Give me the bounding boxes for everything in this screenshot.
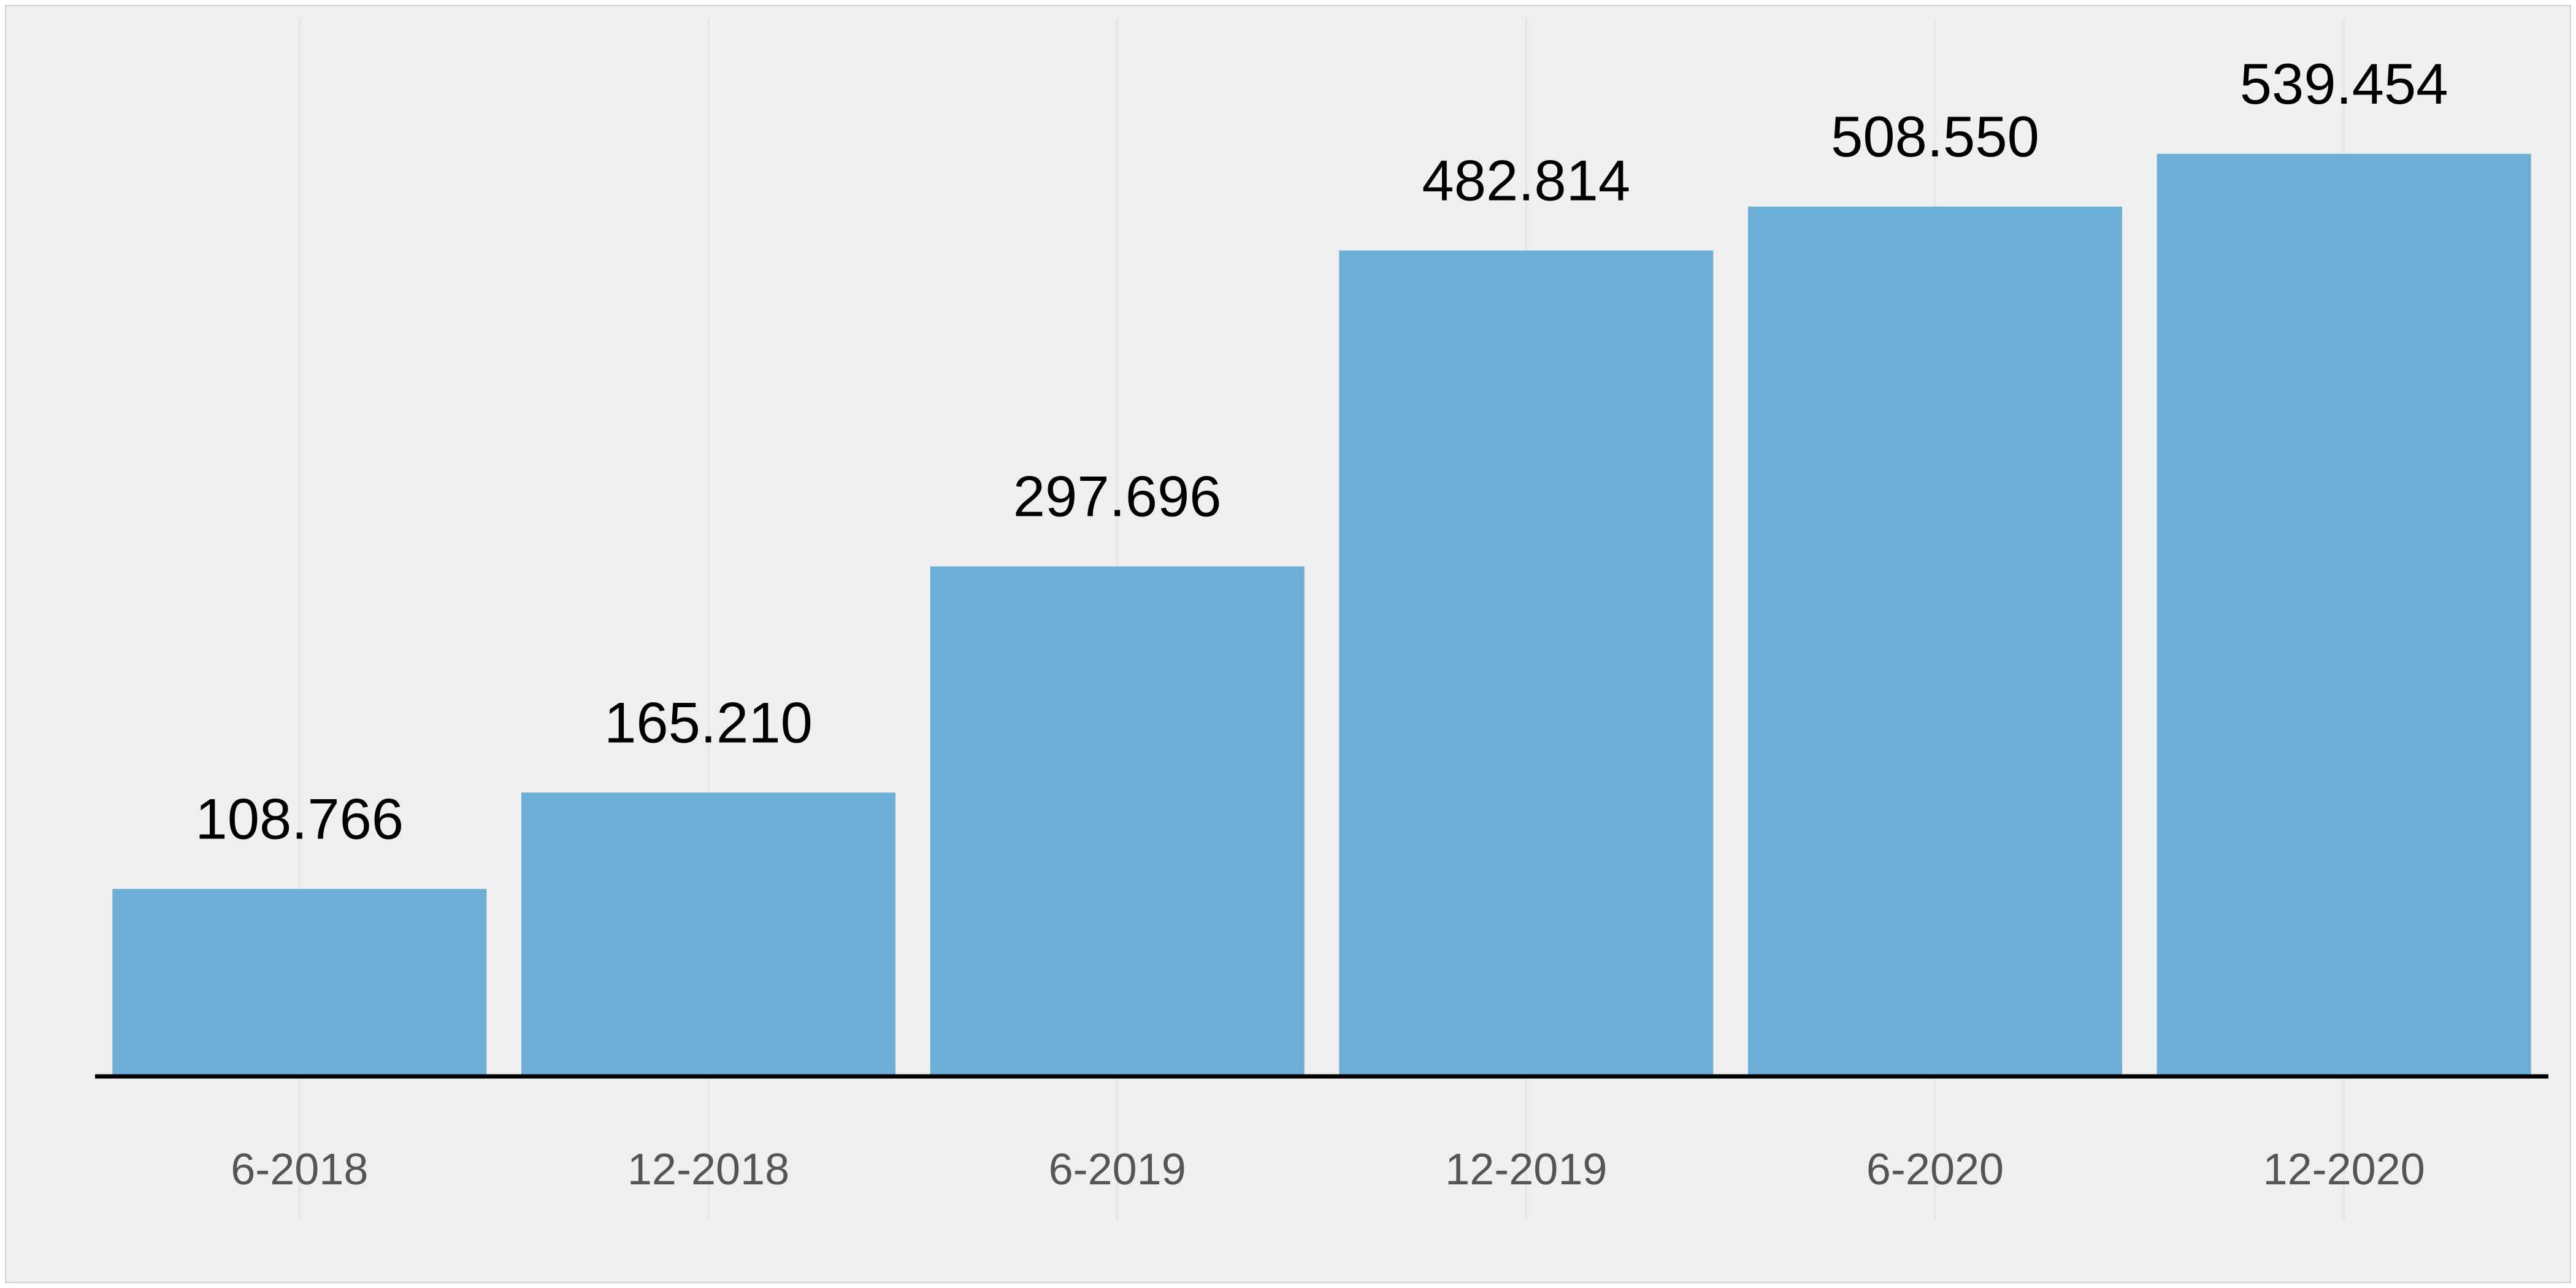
x-tick-label-6-2018: 6-2018: [231, 1145, 368, 1194]
x-tick-label-12-2018: 12-2018: [627, 1145, 789, 1194]
value-labels: 108.766 165.210 297.696 482.814 508.550 539.4…: [195, 52, 2448, 851]
bar-6-2020: [1748, 206, 2122, 1075]
bar-12-2020: [2156, 153, 2531, 1075]
value-label-12-2020: 539.454: [2240, 52, 2448, 116]
value-label-6-2019: 297.696: [1013, 464, 1222, 529]
x-tick-label-6-2019: 6-2019: [1049, 1145, 1186, 1194]
bar-12-2018: [521, 792, 895, 1075]
x-tick-label-12-2019: 12-2019: [1445, 1145, 1607, 1194]
bar-6-2019: [930, 566, 1305, 1075]
value-label-6-2020: 508.550: [1831, 104, 2039, 169]
bar-6-2018: [112, 889, 487, 1075]
bar-12-2019: [1339, 250, 1714, 1075]
value-label-12-2018: 165.210: [604, 690, 813, 754]
value-label-6-2018: 108.766: [195, 786, 404, 851]
x-tick-labels: 6-2018 12-2018 6-2019 12-2019 6-2020 12-2020: [231, 1145, 2425, 1194]
x-tick-label-12-2020: 12-2020: [2263, 1145, 2425, 1194]
bars: [112, 153, 2531, 1075]
value-label-12-2019: 482.814: [1422, 148, 1630, 212]
x-tick-label-6-2020: 6-2020: [1866, 1145, 2004, 1194]
